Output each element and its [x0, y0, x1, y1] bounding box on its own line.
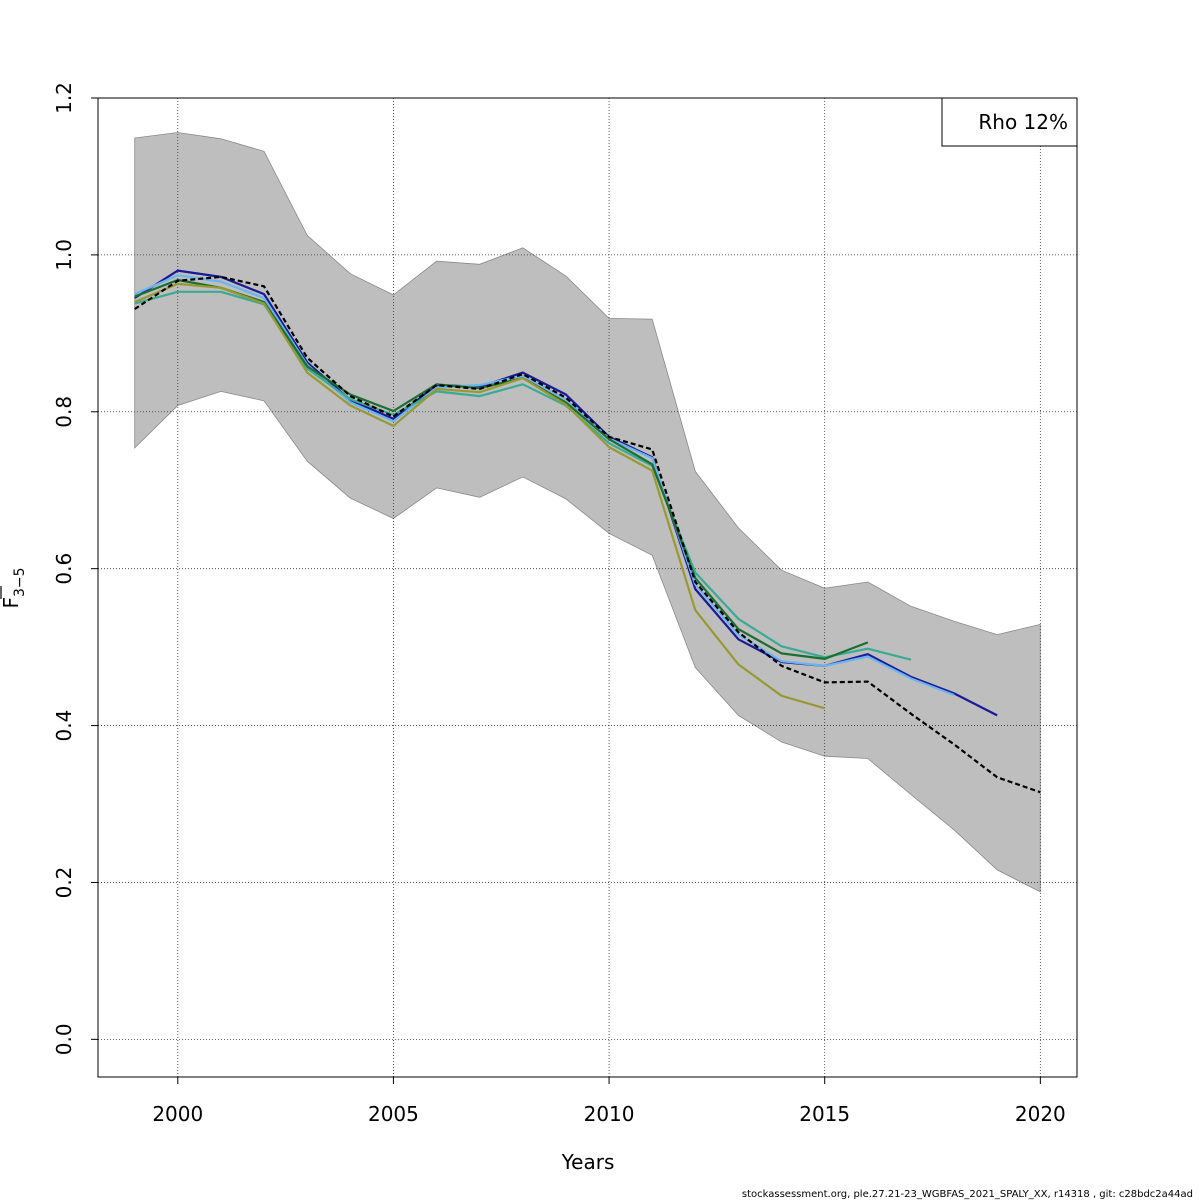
- y-tick-label: 1.2: [52, 82, 76, 114]
- series-line-1: [134, 269, 998, 717]
- series-line-5: [134, 282, 826, 710]
- y-tick-label: 0.4: [52, 710, 76, 742]
- series-line-2: [134, 274, 955, 697]
- x-axis-title: Years: [561, 1150, 615, 1174]
- y-tick-label: 0.2: [52, 867, 76, 899]
- x-axis: 2000 2005 2010 2015 2020: [152, 1077, 1066, 1126]
- svg-text:F3−5: F3−5: [0, 567, 28, 608]
- series-line-6: [134, 275, 1041, 794]
- x-tick-label: 2000: [152, 1102, 203, 1126]
- legend-rho-text: Rho 12%: [978, 110, 1068, 134]
- y-tick-label: 0.6: [52, 553, 76, 585]
- confidence-band: [134, 132, 1041, 893]
- y-axis-title-subscript: 3−5: [12, 567, 28, 597]
- y-axis-title-main: F: [0, 597, 23, 609]
- y-axis-title: F3−5: [0, 567, 28, 608]
- x-tick-label: 2005: [368, 1102, 419, 1126]
- plot-frame: [97, 97, 1078, 1078]
- series-line-4: [134, 278, 869, 661]
- y-tick-label: 0.8: [52, 396, 76, 428]
- legend: Rho 12%: [941, 97, 1078, 147]
- footer-source: stockassessment.org, ple.27.21-23_WGBFAS…: [742, 1189, 1193, 1200]
- y-tick-label: 0.0: [52, 1023, 76, 1055]
- y-axis: 0.0 0.2 0.4 0.6 0.8 1.0 1.2: [52, 82, 98, 1055]
- y-tick-label: 1.0: [52, 239, 76, 271]
- x-tick-label: 2015: [799, 1102, 850, 1126]
- series-layer: [134, 269, 1041, 794]
- confidence-band-layer: [134, 132, 1041, 893]
- legend-box: [941, 97, 1078, 147]
- x-tick-label: 2020: [1015, 1102, 1066, 1126]
- x-tick-label: 2010: [584, 1102, 635, 1126]
